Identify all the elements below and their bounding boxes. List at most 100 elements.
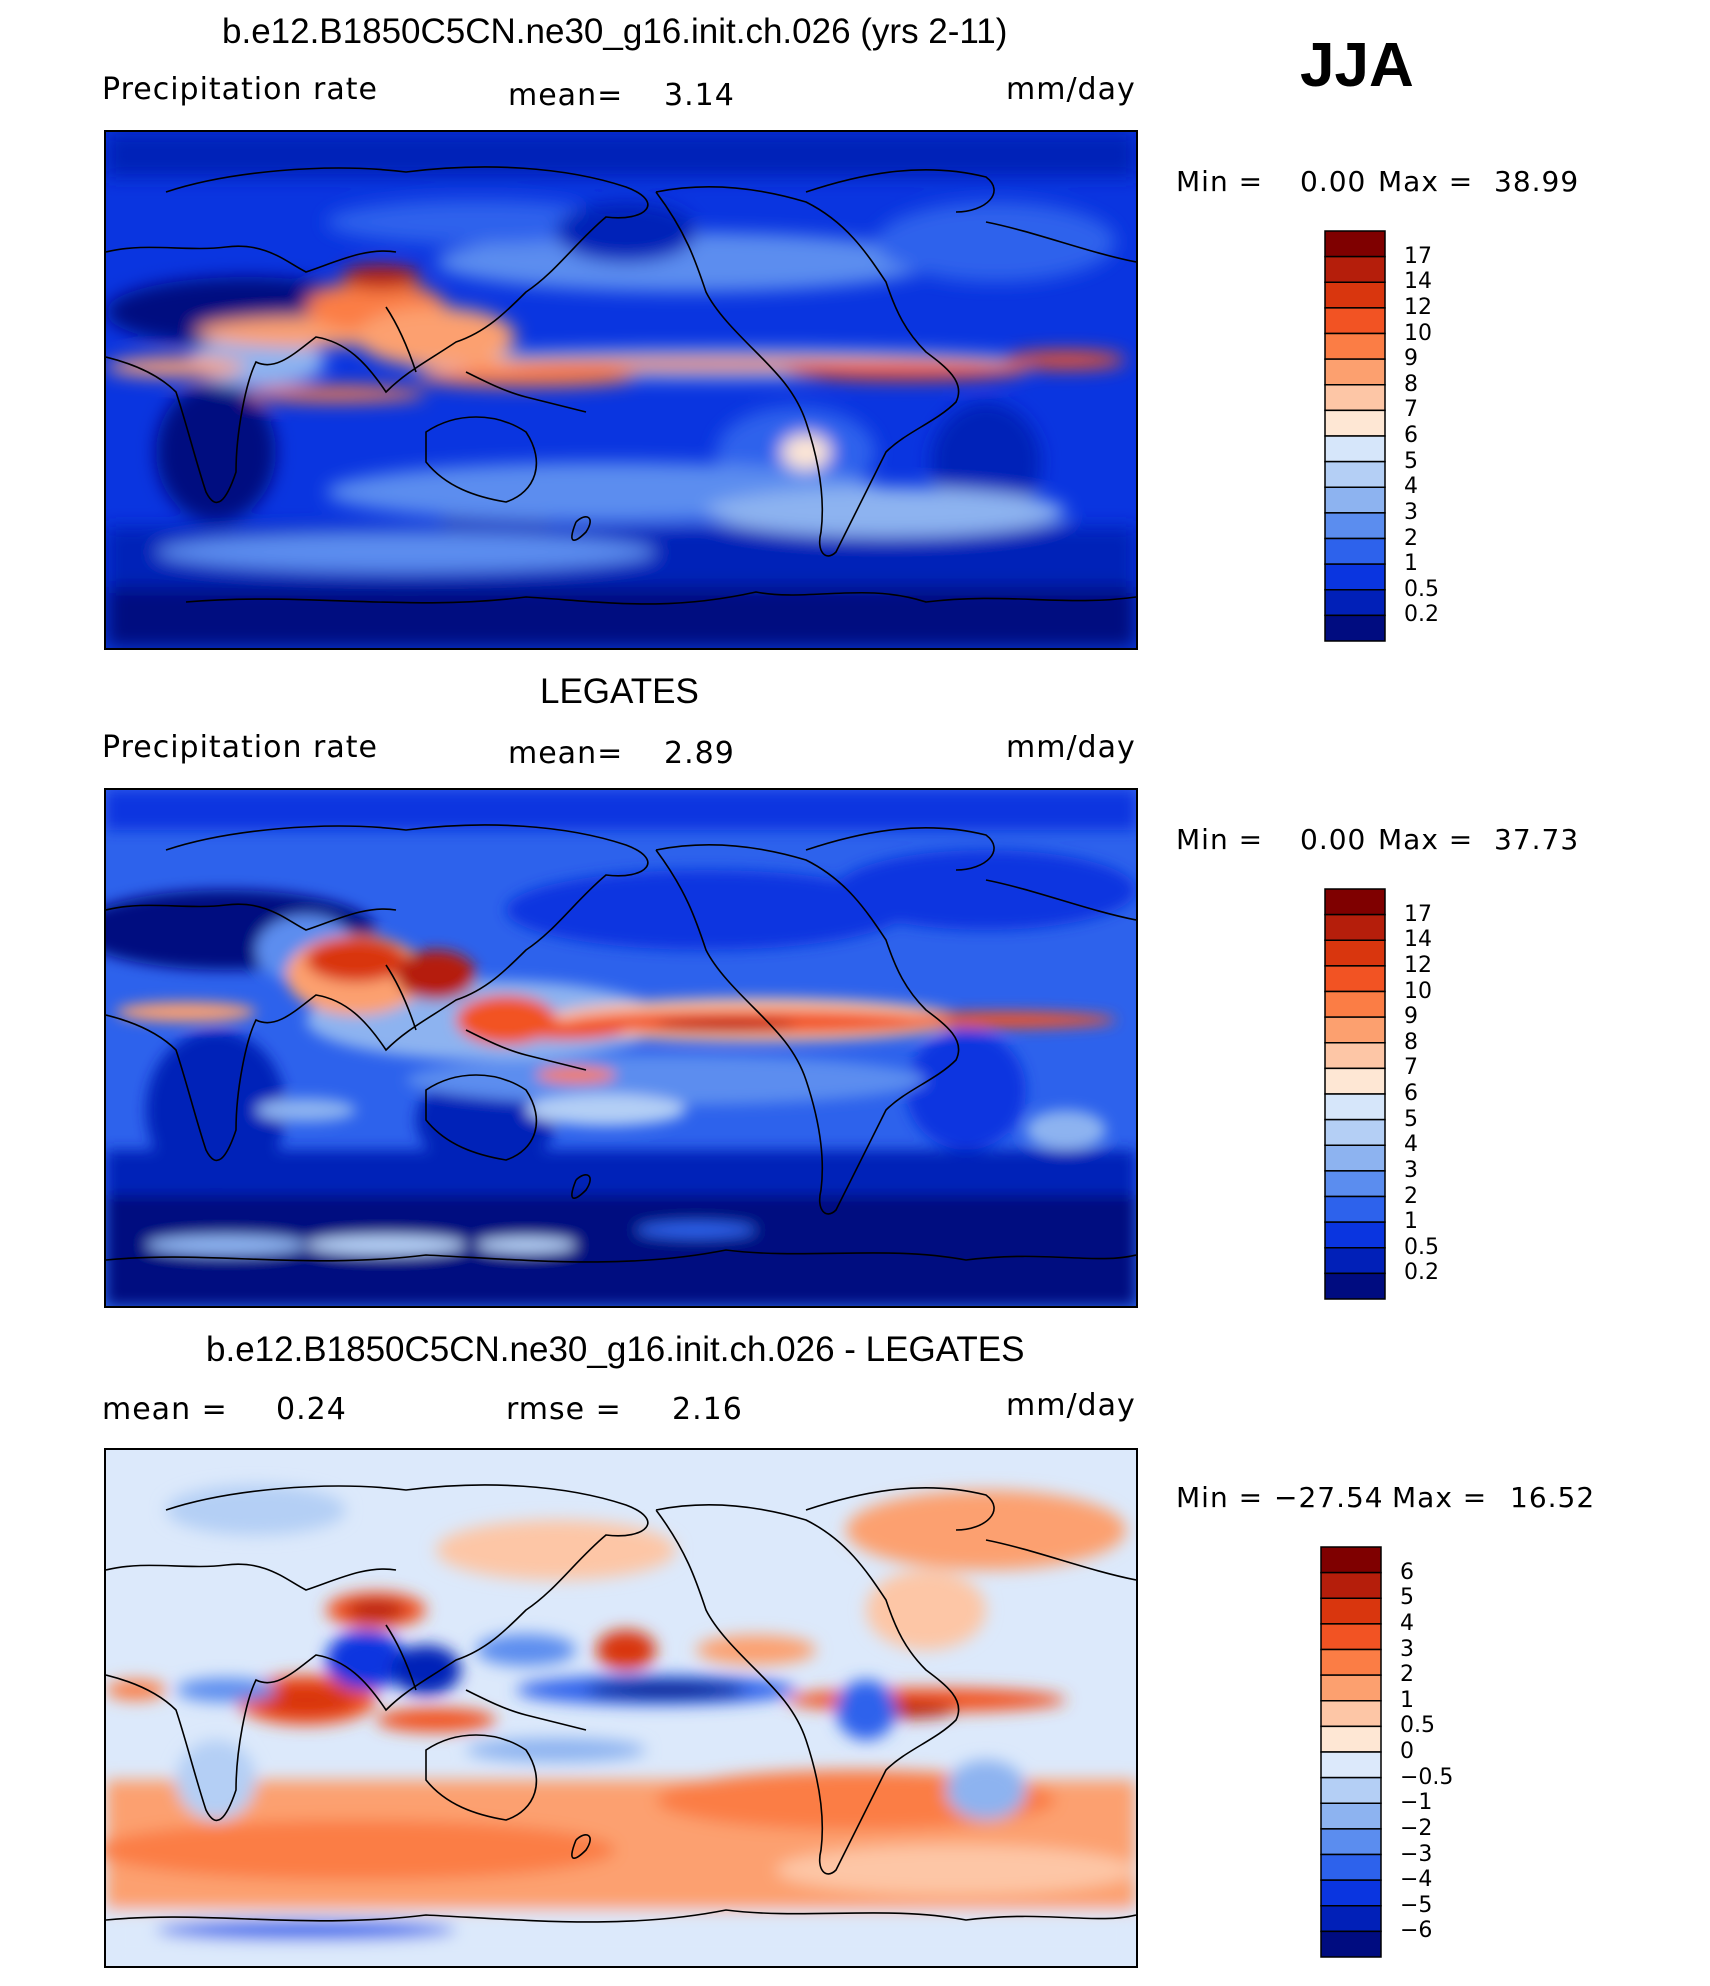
panel-2-max-label: Max =	[1378, 823, 1474, 856]
colorbar-tick-label: 4	[1404, 1132, 1418, 1158]
colorbar-swatch	[1324, 255, 1386, 283]
colorbar-swatch	[1324, 1067, 1386, 1095]
colorbar-swatch	[1324, 888, 1386, 916]
colorbar-tick-label: 5	[1404, 448, 1418, 474]
colorbar-swatch	[1324, 990, 1386, 1018]
colorbar-swatch	[1320, 1546, 1382, 1574]
colorbar-swatch	[1320, 1648, 1382, 1676]
colorbar-tick-label: 6	[1400, 1559, 1414, 1585]
colorbar-tick-label: −6	[1400, 1918, 1433, 1944]
colorbar-swatch	[1320, 1700, 1382, 1728]
colorbar-tick-label: −5	[1400, 1892, 1433, 1918]
colorbar-tick-label: 2	[1404, 1183, 1418, 1209]
panel-2-units: mm/day	[1006, 730, 1136, 765]
panel-3-rmse-label: rmse =	[506, 1392, 622, 1427]
panel-2-variable-label: Precipitation rate	[102, 730, 378, 765]
colorbar-tick-label: 10	[1404, 978, 1432, 1004]
panel-3-units: mm/day	[1006, 1388, 1136, 1423]
colorbar-tick-label: −1	[1400, 1790, 1433, 1816]
colorbar-swatch	[1324, 281, 1386, 309]
panel-3-mean-label: mean =	[102, 1392, 228, 1427]
panel-2-map	[104, 788, 1138, 1308]
colorbar-tick-label: 3	[1404, 1157, 1418, 1183]
season-label: JJA	[1300, 31, 1414, 100]
colorbar-tick-label: 14	[1404, 269, 1432, 295]
panel-1-coastlines	[106, 166, 1136, 605]
panel-1-colorbar: 17 14 12 10 9 8 7 6 5 4 3 2 1 0.5 0.2	[1324, 230, 1454, 642]
panel-1-min-value: 0.00	[1300, 165, 1367, 198]
colorbar-tick-label: 14	[1404, 927, 1432, 953]
panel-3-min-label: Min =	[1176, 1481, 1264, 1514]
colorbar-tick-label: 0	[1400, 1739, 1414, 1764]
colorbar-tick-label: 0.5	[1404, 576, 1439, 602]
colorbar-swatch	[1320, 1905, 1382, 1933]
colorbar-tick-label: 5	[1400, 1585, 1414, 1611]
panel-3-colorbar: 6 5 4 3 2 1 0.5 0 −0.5 −1 −2 −3 −4 −5 −6	[1320, 1546, 1460, 1958]
colorbar-tick-label: 0.2	[1404, 602, 1439, 628]
panel-2-mean-label: mean=	[508, 736, 624, 771]
colorbar-swatch	[1324, 1247, 1386, 1275]
colorbar-swatch	[1324, 1144, 1386, 1172]
colorbar-swatch	[1320, 1879, 1382, 1907]
panel-3-mean-value: 0.24	[276, 1392, 347, 1427]
colorbar-swatch	[1324, 913, 1386, 941]
colorbar-tick-label: 0.5	[1400, 1713, 1435, 1739]
colorbar-swatch	[1320, 1571, 1382, 1599]
colorbar-swatch	[1324, 307, 1386, 335]
colorbar-swatch	[1324, 965, 1386, 993]
colorbar-tick-label: 4	[1404, 474, 1418, 500]
panel-1-mean-value: 3.14	[664, 78, 735, 113]
panel-1-max-label: Max =	[1378, 165, 1474, 198]
colorbar-swatch	[1324, 512, 1386, 540]
colorbar-swatch	[1324, 435, 1386, 463]
colorbar-tick-label: 9	[1404, 1004, 1418, 1030]
colorbar-svg	[1324, 230, 1386, 642]
colorbar-tick-label: 17	[1404, 901, 1432, 927]
colorbar-swatch	[1324, 589, 1386, 617]
colorbar-tick-label: 2	[1404, 525, 1418, 551]
panel-3-rmse-value: 2.16	[672, 1392, 743, 1427]
colorbar-swatch	[1320, 1930, 1382, 1958]
colorbar-tick-label: 7	[1404, 397, 1418, 423]
colorbar-tick-label: −0.5	[1400, 1764, 1454, 1790]
panel-1-precip-field	[106, 132, 1136, 648]
panel-2-min-label: Min =	[1176, 823, 1264, 856]
panel-2-title: LEGATES	[540, 672, 699, 711]
colorbar-swatch	[1324, 332, 1386, 360]
colorbar-swatch	[1320, 1828, 1382, 1856]
panel-3-map-svg	[106, 1450, 1136, 1966]
colorbar-swatch	[1320, 1674, 1382, 1702]
colorbar-swatch	[1320, 1725, 1382, 1753]
colorbar-tick-label: 2	[1400, 1662, 1414, 1688]
colorbar-tick-label: 10	[1404, 320, 1432, 346]
colorbar-swatch	[1320, 1802, 1382, 1830]
colorbar-tick-label: 1	[1404, 1209, 1418, 1235]
panel-3-title: b.e12.B1850C5CN.ne30_g16.init.ch.026 - L…	[206, 1330, 1025, 1369]
colorbar-tick-label: 0.2	[1404, 1260, 1439, 1286]
colorbar-tick-label: 4	[1400, 1610, 1414, 1636]
colorbar-tick-label: 3	[1404, 499, 1418, 525]
colorbar-swatch	[1324, 1016, 1386, 1044]
panel-1-map	[104, 130, 1138, 650]
colorbar-tick-label: 3	[1400, 1636, 1414, 1662]
panel-3-min-value: −27.54	[1274, 1481, 1384, 1514]
colorbar-tick-label: 17	[1404, 243, 1432, 269]
colorbar-swatch	[1324, 230, 1386, 258]
colorbar-tick-label: −3	[1400, 1841, 1433, 1867]
colorbar-tick-label: −4	[1400, 1867, 1433, 1893]
panel-3-coastlines	[106, 1484, 1136, 1923]
colorbar-swatch	[1320, 1751, 1382, 1779]
panel-1-units: mm/day	[1006, 72, 1136, 107]
colorbar-tick-label: 9	[1404, 346, 1418, 372]
colorbar-tick-label: 12	[1404, 294, 1432, 320]
colorbar-swatch	[1324, 1170, 1386, 1198]
panel-2-colorbar: 17 14 12 10 9 8 7 6 5 4 3 2 1 0.5 0.2	[1324, 888, 1454, 1300]
panel-2-mean-value: 2.89	[664, 736, 735, 771]
colorbar-swatch	[1324, 537, 1386, 565]
colorbar-swatch	[1324, 563, 1386, 591]
panel-2-map-svg	[106, 790, 1136, 1306]
panel-2-max-value: 37.73	[1494, 823, 1580, 856]
colorbar-swatch	[1324, 1042, 1386, 1070]
colorbar-swatch	[1320, 1597, 1382, 1625]
colorbar-swatch	[1324, 1272, 1386, 1300]
